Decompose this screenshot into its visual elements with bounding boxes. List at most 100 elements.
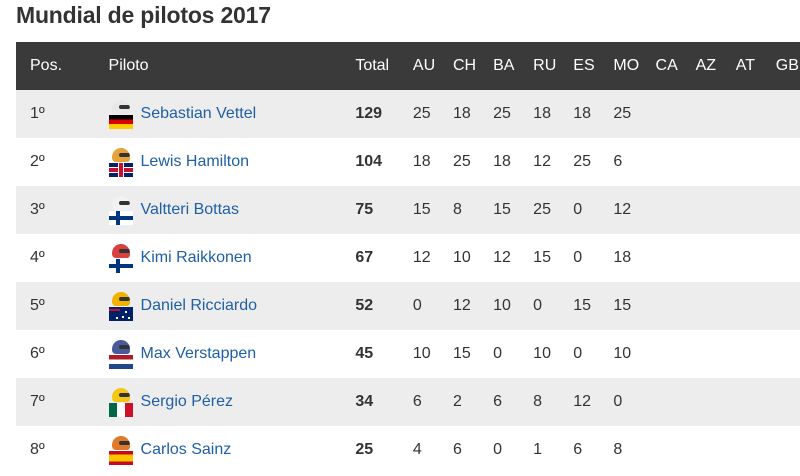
pilot-cell: Sergio Pérez [108,378,356,426]
pilot-cell: Valtteri Bottas [108,186,356,234]
header-race-es[interactable]: ES [573,57,595,74]
driver-icons [108,340,133,370]
helmet-icon [111,340,130,354]
header-race-at[interactable]: AT [735,57,755,74]
race-result-ca [656,138,696,186]
flag-gb-icon [108,163,133,177]
helmet-icon [111,148,130,162]
pos-cell: 5º [30,297,45,314]
race-result-ch: 6 [452,441,462,458]
pilot-info: Kimi Raikkonen [108,242,356,274]
total-cell: 75 [355,201,374,218]
header-pos[interactable]: Pos. [30,57,63,74]
race-result-ch: 2 [452,393,462,410]
pos-cell: 6º [30,345,45,362]
race-result-mo: 25 [613,105,632,122]
race-result-az [696,330,736,378]
pilot-link[interactable]: Kimi Raikkonen [140,249,252,266]
race-result-ba: 12 [493,249,511,266]
pilot-link[interactable]: Lewis Hamilton [140,153,250,170]
pos-cell: 4º [30,249,45,266]
race-result-gb [776,90,800,138]
race-result-ch: 25 [452,153,471,170]
race-result-ba: 0 [493,345,502,362]
race-result-az [696,282,736,330]
race-result-ba: 18 [493,153,511,170]
pilot-link[interactable]: Daniel Ricciardo [140,297,258,314]
race-result-az [696,90,736,138]
total-cell: 34 [355,393,374,410]
pilot-link[interactable]: Sergio Pérez [140,393,234,410]
helmet-icon [111,292,130,306]
helmet-visor [118,393,130,397]
helmet-icon [111,388,130,402]
flag-fi-icon [108,259,133,273]
pos-cell: 8º [30,441,45,458]
pilot-link[interactable]: Max Verstappen [140,345,257,362]
pilot-link[interactable]: Carlos Sainz [140,441,232,458]
pos-cell: 3º [30,201,45,218]
helmet-visor [118,297,130,301]
header-race-ru[interactable]: RU [533,57,557,74]
race-result-gb [776,138,800,186]
standings-table-container[interactable]: Pos. Piloto Total AU CH BA RU ES MO CA A… [16,42,800,474]
table-row: 1º Sebastian Vettel 129 25 18 25 18 18 25 [16,90,800,138]
race-result-ca [656,426,696,474]
table-row: 8º Carlos Sainz 25 4 6 0 1 6 8 [16,426,800,474]
header-race-gb[interactable]: GB [775,57,799,74]
race-result-ru: 0 [533,297,543,314]
race-result-ch: 18 [452,105,471,122]
race-result-ch: 10 [452,249,471,266]
table-row: 4º Kimi Raikkonen 67 12 10 12 15 0 18 [16,234,800,282]
total-cell: 45 [355,345,374,362]
helmet-icon [111,244,130,258]
header-pilot[interactable]: Piloto [108,57,149,74]
flag-de-icon [108,115,133,129]
race-result-ca [656,378,696,426]
race-result-ru: 18 [533,105,551,122]
race-result-gb [776,426,800,474]
header-race-ca[interactable]: CA [655,57,678,74]
race-result-ba: 0 [493,441,502,458]
header-total[interactable]: Total [355,57,390,74]
helmet-icon [111,436,130,450]
header-race-au[interactable]: AU [412,57,436,74]
pos-cell: 7º [30,393,45,410]
helmet-visor [118,345,130,349]
pilot-info: Daniel Ricciardo [108,290,356,322]
total-cell: 104 [355,153,383,170]
race-result-es: 6 [573,441,583,458]
race-result-az [696,186,736,234]
driver-icons [108,244,133,274]
race-result-au: 12 [412,249,431,266]
race-result-at [736,378,776,426]
race-result-es: 12 [573,393,592,410]
race-result-at [736,330,776,378]
race-result-ru: 10 [533,345,551,362]
pilot-link[interactable]: Valtteri Bottas [140,201,239,218]
header-race-ch[interactable]: CH [452,57,477,74]
race-result-ch: 8 [452,201,462,218]
race-result-es: 15 [573,297,592,314]
race-result-az [696,378,736,426]
race-result-gb [776,186,800,234]
driver-icons [108,388,133,418]
pos-cell: 1º [30,105,45,122]
total-cell: 67 [355,249,374,266]
race-result-es: 0 [573,249,583,266]
race-result-au: 15 [412,201,431,218]
race-result-gb [776,330,800,378]
pos-cell: 2º [30,153,45,170]
helmet-icon [111,196,130,210]
header-race-az[interactable]: AZ [695,57,717,74]
race-result-au: 10 [412,345,431,362]
table-body: 1º Sebastian Vettel 129 25 18 25 18 18 25 2º … [16,90,800,474]
race-result-au: 25 [412,105,431,122]
header-race-ba[interactable]: BA [493,57,515,74]
driver-icons [108,436,133,466]
header-race-mo[interactable]: MO [613,57,640,74]
pilot-link[interactable]: Sebastian Vettel [140,105,257,122]
table-row: 5º Daniel Ricciardo 52 0 12 10 0 15 15 [16,282,800,330]
pilot-cell: Carlos Sainz [108,426,356,474]
pilot-info: Sergio Pérez [108,386,356,418]
